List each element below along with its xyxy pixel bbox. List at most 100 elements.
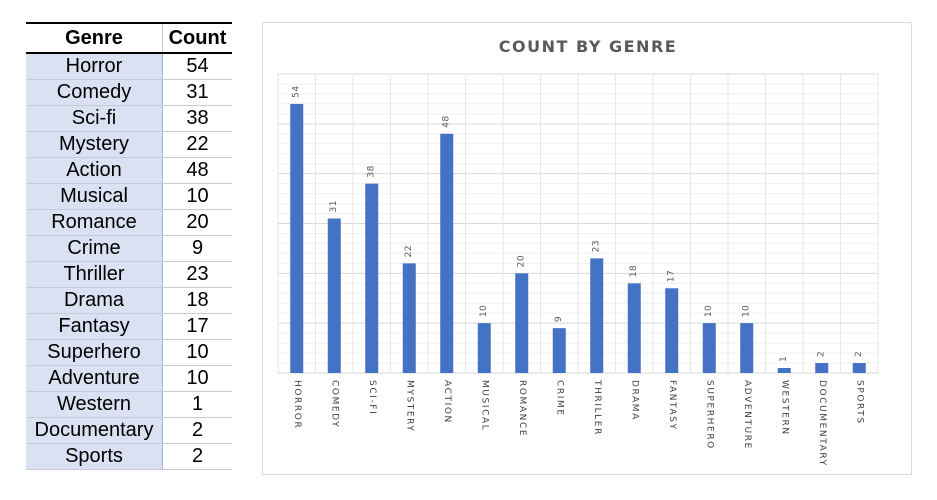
x-tick-label: HORROR [292, 380, 302, 429]
x-tick-label: MYSTERY [404, 380, 414, 433]
table-row: Superhero 10 [26, 339, 232, 366]
count-cell[interactable]: 31 [162, 79, 232, 106]
bar-mystery[interactable] [402, 263, 416, 373]
x-tick-label: ADVENTURE [742, 380, 752, 450]
table-row: Mystery 22 [26, 131, 232, 158]
genre-cell[interactable]: Crime [26, 235, 163, 262]
bar-musical[interactable] [477, 323, 491, 373]
bar-superhero[interactable] [702, 323, 716, 373]
table-row: Documentary 2 [26, 417, 232, 444]
genre-cell[interactable]: Comedy [26, 79, 163, 106]
data-label: 2 [854, 351, 864, 357]
bar-documentary[interactable] [815, 363, 829, 373]
data-label: 10 [479, 305, 489, 317]
table-row: Western 1 [26, 391, 232, 418]
chart-panel[interactable]: COUNT BY GENRE 54 HORROR 31 COMEDY 38 SCI-FI 22… [262, 22, 912, 475]
genre-cell[interactable]: Sci-fi [26, 105, 163, 132]
x-tick-label: COMEDY [329, 380, 339, 428]
genre-cell[interactable]: Western [26, 391, 163, 418]
bar-chart: COUNT BY GENRE54HORROR31COMEDY38SCI-FI22… [277, 37, 879, 467]
bar-adventure[interactable] [740, 323, 754, 373]
genre-cell[interactable]: Romance [26, 209, 163, 236]
bar-horror[interactable] [290, 103, 304, 374]
genre-cell[interactable]: Musical [26, 183, 163, 210]
x-tick-label: WESTERN [779, 380, 789, 436]
table-row: Adventure 10 [26, 365, 232, 392]
count-cell[interactable]: 2 [162, 443, 232, 470]
x-tick-label: DOCUMENTARY [817, 380, 827, 467]
x-tick-label: MUSICAL [479, 380, 489, 431]
table-row: Crime 9 [26, 235, 232, 262]
table-row: Thriller 23 [26, 261, 232, 288]
count-cell[interactable]: 23 [162, 261, 232, 288]
table-row: Drama 18 [26, 287, 232, 314]
count-cell[interactable]: 38 [162, 105, 232, 132]
bar-sci-fi[interactable] [365, 183, 379, 373]
genre-cell[interactable]: Sports [26, 443, 163, 470]
header-genre[interactable]: Genre [26, 22, 163, 54]
genre-cell[interactable]: Fantasy [26, 313, 163, 340]
count-cell[interactable]: 10 [162, 365, 232, 392]
bar-fantasy[interactable] [665, 288, 679, 373]
x-tick-label: SUPERHERO [704, 380, 714, 450]
genre-cell[interactable]: Mystery [26, 131, 163, 158]
genre-cell[interactable]: Thriller [26, 261, 163, 288]
x-tick-label: SPORTS [854, 380, 864, 425]
table-row: Action 48 [26, 157, 232, 184]
table-row: Horror 54 [26, 53, 232, 80]
table-row: Musical 10 [26, 183, 232, 210]
data-label: 17 [667, 270, 677, 282]
count-cell[interactable]: 9 [162, 235, 232, 262]
genre-cell[interactable]: Horror [26, 53, 163, 80]
bar-romance[interactable] [515, 273, 529, 373]
data-label: 20 [517, 255, 527, 267]
data-label: 2 [817, 351, 827, 357]
genre-cell[interactable]: Action [26, 157, 163, 184]
table-row: Comedy 31 [26, 79, 232, 106]
bar-western[interactable] [777, 368, 791, 373]
table-header-row: Genre Count [26, 22, 232, 54]
x-tick-label: FANTASY [667, 380, 677, 431]
bar-crime[interactable] [552, 328, 566, 373]
table-row: Sports 2 [26, 443, 232, 470]
x-tick-label: ROMANCE [517, 380, 527, 437]
table-row: Sci-fi 38 [26, 105, 232, 132]
count-cell[interactable]: 20 [162, 209, 232, 236]
chart-title: COUNT BY GENRE [499, 37, 677, 56]
genre-count-table: Genre Count Horror 54 Comedy 31 Sci-fi 38 Myst… [26, 22, 232, 470]
genre-cell[interactable]: Superhero [26, 339, 163, 366]
table-row: Romance 20 [26, 209, 232, 236]
genre-cell[interactable]: Documentary [26, 417, 163, 444]
count-cell[interactable]: 54 [162, 53, 232, 80]
header-count[interactable]: Count [162, 22, 232, 54]
data-label: 23 [592, 240, 602, 252]
bar-drama[interactable] [627, 283, 641, 373]
data-label: 10 [704, 305, 714, 317]
count-cell[interactable]: 10 [162, 183, 232, 210]
data-label: 38 [367, 165, 377, 177]
data-label: 18 [629, 265, 639, 277]
x-tick-label: CRIME [554, 380, 564, 417]
data-label: 10 [742, 305, 752, 317]
genre-cell[interactable]: Drama [26, 287, 163, 314]
table-row: Fantasy 17 [26, 313, 232, 340]
data-label: 22 [404, 245, 414, 257]
count-cell[interactable]: 1 [162, 391, 232, 418]
bar-sports[interactable] [852, 363, 866, 373]
count-cell[interactable]: 17 [162, 313, 232, 340]
genre-cell[interactable]: Adventure [26, 365, 163, 392]
count-cell[interactable]: 22 [162, 131, 232, 158]
x-tick-label: THRILLER [592, 379, 602, 436]
data-label: 9 [554, 316, 564, 322]
bar-action[interactable] [440, 133, 454, 373]
count-cell[interactable]: 18 [162, 287, 232, 314]
x-tick-label: ACTION [442, 380, 452, 424]
count-cell[interactable]: 48 [162, 157, 232, 184]
data-label: 54 [292, 85, 302, 97]
bar-thriller[interactable] [590, 258, 604, 373]
count-cell[interactable]: 2 [162, 417, 232, 444]
x-tick-label: SCI-FI [367, 380, 377, 415]
bar-comedy[interactable] [327, 218, 341, 373]
data-label: 31 [329, 200, 339, 212]
count-cell[interactable]: 10 [162, 339, 232, 366]
